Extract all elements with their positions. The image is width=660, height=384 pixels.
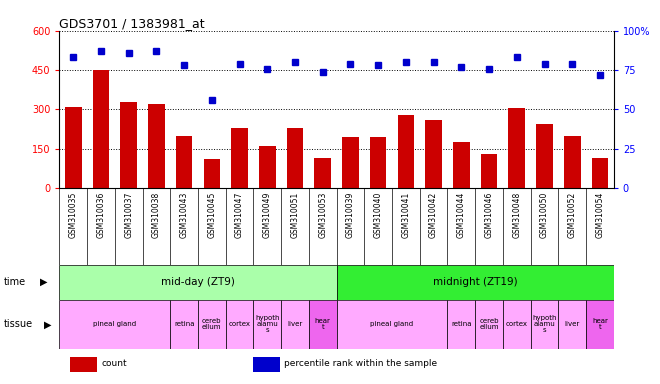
Bar xyxy=(253,357,280,372)
Text: time: time xyxy=(3,277,26,287)
Text: GSM310043: GSM310043 xyxy=(180,192,189,238)
Bar xyxy=(508,108,525,188)
Bar xyxy=(253,300,281,349)
Text: GSM310036: GSM310036 xyxy=(96,192,106,238)
Text: hypoth
alamu
s: hypoth alamu s xyxy=(255,316,280,333)
Text: pineal gland: pineal gland xyxy=(93,321,137,328)
Text: GSM310044: GSM310044 xyxy=(457,192,466,238)
Bar xyxy=(309,300,337,349)
Bar xyxy=(447,300,475,349)
Bar xyxy=(314,158,331,188)
Text: cortex: cortex xyxy=(228,321,251,328)
Bar xyxy=(286,128,304,188)
Text: GSM310039: GSM310039 xyxy=(346,192,355,238)
Text: ▶: ▶ xyxy=(44,319,51,329)
Text: percentile rank within the sample: percentile rank within the sample xyxy=(284,359,438,368)
Text: GSM310048: GSM310048 xyxy=(512,192,521,238)
Text: mid-day (ZT9): mid-day (ZT9) xyxy=(161,277,235,287)
Bar xyxy=(531,300,558,349)
Bar xyxy=(475,300,503,349)
Text: cereb
ellum: cereb ellum xyxy=(202,318,222,331)
Bar xyxy=(281,300,309,349)
Text: GDS3701 / 1383981_at: GDS3701 / 1383981_at xyxy=(59,17,205,30)
Bar xyxy=(65,107,82,188)
Text: tissue: tissue xyxy=(3,319,32,329)
Text: GSM310049: GSM310049 xyxy=(263,192,272,238)
Text: hear
t: hear t xyxy=(592,318,608,331)
Bar xyxy=(425,120,442,188)
Text: GSM310035: GSM310035 xyxy=(69,192,78,238)
Text: GSM310052: GSM310052 xyxy=(568,192,577,238)
Text: GSM310053: GSM310053 xyxy=(318,192,327,238)
Text: GSM310054: GSM310054 xyxy=(595,192,605,238)
Text: GSM310038: GSM310038 xyxy=(152,192,161,238)
Text: cereb
ellum: cereb ellum xyxy=(479,318,499,331)
Text: GSM310042: GSM310042 xyxy=(429,192,438,238)
Bar xyxy=(176,136,193,188)
Text: GSM310050: GSM310050 xyxy=(540,192,549,238)
Text: hypoth
alamu
s: hypoth alamu s xyxy=(532,316,557,333)
Text: GSM310051: GSM310051 xyxy=(290,192,300,238)
Bar xyxy=(564,136,581,188)
Text: GSM310037: GSM310037 xyxy=(124,192,133,238)
Text: GSM310040: GSM310040 xyxy=(374,192,383,238)
Bar xyxy=(59,265,337,300)
Text: liver: liver xyxy=(287,321,303,328)
Text: ▶: ▶ xyxy=(40,277,47,287)
Bar xyxy=(148,104,165,188)
Bar xyxy=(203,159,220,188)
Text: retina: retina xyxy=(451,321,472,328)
Bar xyxy=(558,300,586,349)
Bar xyxy=(536,124,553,188)
Bar xyxy=(59,300,170,349)
Text: liver: liver xyxy=(564,321,580,328)
Bar xyxy=(370,137,387,188)
Text: GSM310046: GSM310046 xyxy=(484,192,494,238)
Text: cortex: cortex xyxy=(506,321,528,328)
Text: GSM310047: GSM310047 xyxy=(235,192,244,238)
Bar xyxy=(586,300,614,349)
Text: retina: retina xyxy=(174,321,195,328)
Bar xyxy=(259,146,276,188)
Bar xyxy=(71,357,97,372)
Bar xyxy=(337,265,614,300)
Bar xyxy=(231,128,248,188)
Bar xyxy=(120,101,137,188)
Text: hear
t: hear t xyxy=(315,318,331,331)
Bar xyxy=(397,115,414,188)
Text: pineal gland: pineal gland xyxy=(370,321,414,328)
Bar xyxy=(198,300,226,349)
Bar xyxy=(170,300,198,349)
Bar xyxy=(226,300,253,349)
Bar xyxy=(591,158,609,188)
Bar xyxy=(337,300,447,349)
Bar xyxy=(342,137,359,188)
Text: count: count xyxy=(102,359,127,368)
Bar xyxy=(92,70,110,188)
Text: GSM310041: GSM310041 xyxy=(401,192,411,238)
Bar xyxy=(453,142,470,188)
Text: midnight (ZT19): midnight (ZT19) xyxy=(433,277,517,287)
Text: GSM310045: GSM310045 xyxy=(207,192,216,238)
Bar xyxy=(480,154,498,188)
Bar xyxy=(503,300,531,349)
